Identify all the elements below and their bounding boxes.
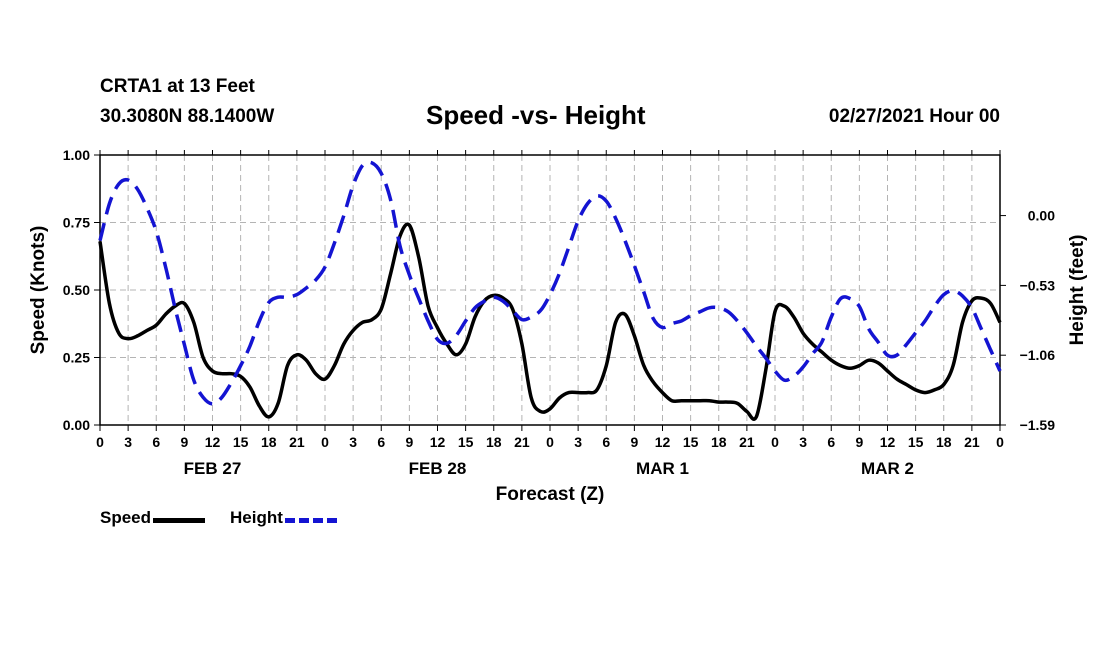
x-tick-label: 0 bbox=[996, 434, 1004, 450]
x-tick-label: 9 bbox=[405, 434, 413, 450]
x-tick-label: 15 bbox=[458, 434, 474, 450]
station-label: CRTA1 at 13 Feet bbox=[100, 76, 255, 97]
legend-height-swatch bbox=[284, 517, 337, 523]
x-tick-label: 15 bbox=[908, 434, 924, 450]
y-tick-label: 0.50 bbox=[63, 282, 90, 298]
x-tick-label: 6 bbox=[152, 434, 160, 450]
x-tick-label: 6 bbox=[827, 434, 835, 450]
y-tick-label: 1.00 bbox=[63, 147, 90, 163]
y2-tick-label: −0.53 bbox=[1020, 277, 1056, 293]
x-tick-label: 6 bbox=[377, 434, 385, 450]
x-tick-label: 6 bbox=[602, 434, 610, 450]
x-tick-label: 18 bbox=[936, 434, 952, 450]
legend-speed: Speed bbox=[100, 508, 206, 528]
x-tick-label: 3 bbox=[349, 434, 357, 450]
x-tick-label: 21 bbox=[739, 434, 755, 450]
forecast-run-time: 02/27/2021 Hour 00 bbox=[828, 106, 1000, 127]
x-tick-label: 21 bbox=[964, 434, 980, 450]
y2-tick-label: 0.00 bbox=[1028, 208, 1055, 224]
x-tick-label: 18 bbox=[261, 434, 277, 450]
x-tick-label: 18 bbox=[711, 434, 727, 450]
y-tick-label: 0.00 bbox=[63, 417, 90, 433]
x-tick-label: 9 bbox=[180, 434, 188, 450]
x-tick-label: 12 bbox=[430, 434, 446, 450]
x-tick-label: 15 bbox=[683, 434, 699, 450]
y-tick-label: 0.75 bbox=[63, 215, 90, 231]
x-tick-label: 18 bbox=[486, 434, 502, 450]
x-tick-label: 21 bbox=[514, 434, 530, 450]
x-tick-label: 21 bbox=[289, 434, 305, 450]
x-day-label: FEB 28 bbox=[409, 459, 467, 478]
x-tick-label: 0 bbox=[546, 434, 554, 450]
x-day-label: MAR 2 bbox=[861, 459, 914, 478]
x-tick-label: 9 bbox=[630, 434, 638, 450]
x-tick-label: 12 bbox=[655, 434, 671, 450]
x-tick-label: 9 bbox=[855, 434, 863, 450]
y2-axis-title: Height (feet) bbox=[1067, 235, 1088, 346]
x-tick-label: 3 bbox=[574, 434, 582, 450]
legend-speed-swatch bbox=[153, 517, 206, 523]
x-tick-label: 3 bbox=[799, 434, 807, 450]
x-day-label: FEB 27 bbox=[184, 459, 242, 478]
x-tick-label: 0 bbox=[771, 434, 779, 450]
station-coordinates: 30.3080N 88.1400W bbox=[100, 106, 275, 127]
y-tick-label: 0.25 bbox=[63, 350, 90, 366]
series-line-speed bbox=[98, 222, 1002, 421]
y2-tick-label: −1.06 bbox=[1020, 347, 1056, 363]
x-tick-label: 0 bbox=[96, 434, 104, 450]
x-tick-label: 15 bbox=[233, 434, 249, 450]
x-day-label: MAR 1 bbox=[636, 459, 689, 478]
y-axis-title: Speed (Knots) bbox=[28, 226, 49, 355]
x-tick-label: 0 bbox=[321, 434, 329, 450]
x-axis-title: Forecast (Z) bbox=[496, 484, 605, 505]
legend-height: Height bbox=[230, 508, 337, 528]
x-tick-label: 12 bbox=[880, 434, 896, 450]
chart-title: Speed -vs- Height bbox=[426, 100, 646, 130]
legend-height-label: Height bbox=[230, 508, 283, 527]
x-tick-label: 12 bbox=[205, 434, 221, 450]
series-line-height bbox=[98, 160, 1002, 406]
x-tick-label: 3 bbox=[124, 434, 132, 450]
y2-tick-label: −1.59 bbox=[1020, 417, 1056, 433]
legend-speed-label: Speed bbox=[100, 508, 152, 527]
